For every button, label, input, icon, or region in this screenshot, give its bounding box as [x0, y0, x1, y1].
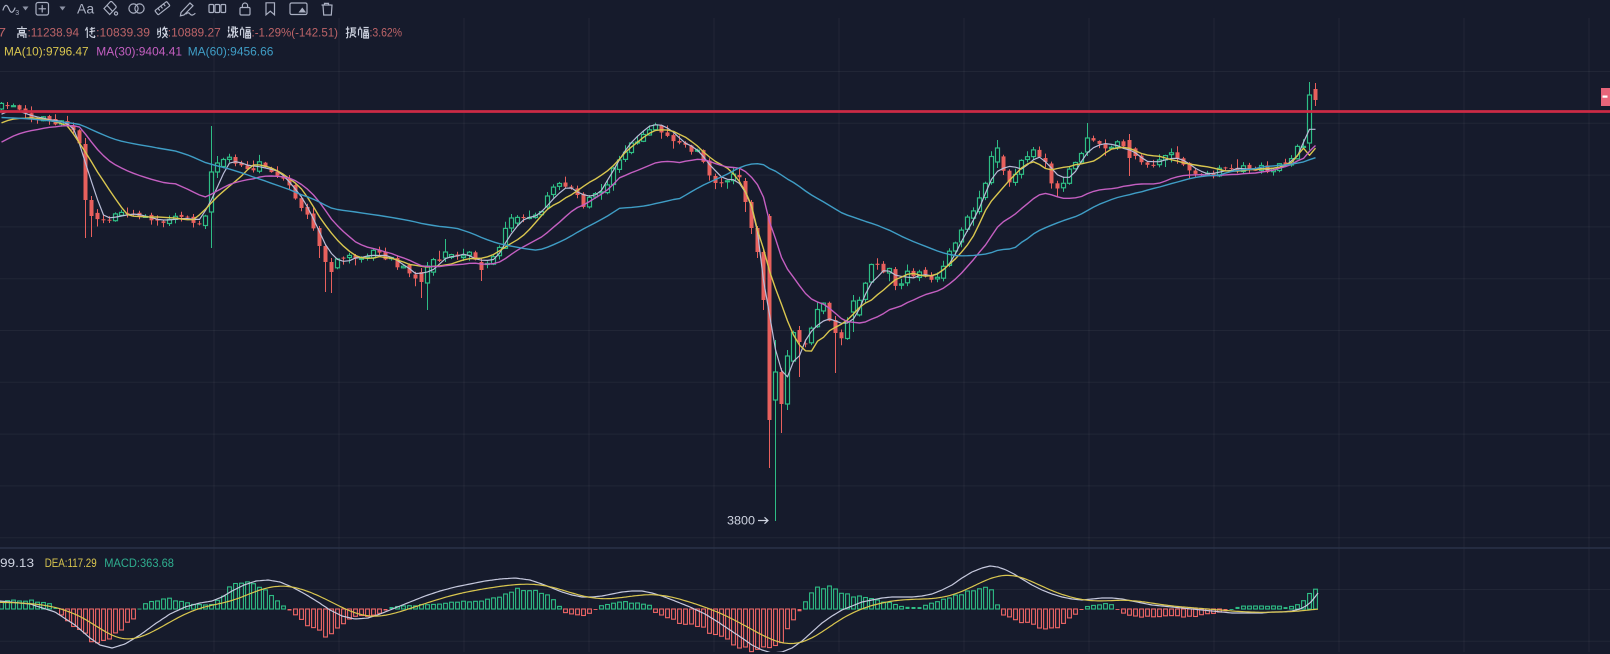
svg-text::10839.39: :10839.39	[96, 26, 150, 40]
svg-text:3800: 3800	[727, 516, 755, 528]
svg-text:MACD:363.68: MACD:363.68	[104, 556, 174, 570]
svg-text:MA(30):9404.41: MA(30):9404.41	[96, 45, 182, 59]
svg-text:3: 3	[15, 10, 19, 17]
svg-text:7: 7	[0, 26, 6, 40]
svg-text::3.62%: :3.62%	[370, 26, 403, 40]
svg-text:99.13: 99.13	[0, 556, 34, 570]
svg-text::-1.29%(-142.51): :-1.29%(-142.51)	[252, 26, 339, 40]
svg-text:Aa: Aa	[77, 1, 94, 17]
svg-text::10889.27: :10889.27	[168, 26, 221, 40]
svg-text::11238.94: :11238.94	[28, 26, 80, 40]
svg-text:MA(60):9456.66: MA(60):9456.66	[188, 45, 274, 59]
svg-text:MA(10):9796.47: MA(10):9796.47	[4, 45, 89, 59]
svg-text:DEA:117.29: DEA:117.29	[45, 556, 97, 570]
